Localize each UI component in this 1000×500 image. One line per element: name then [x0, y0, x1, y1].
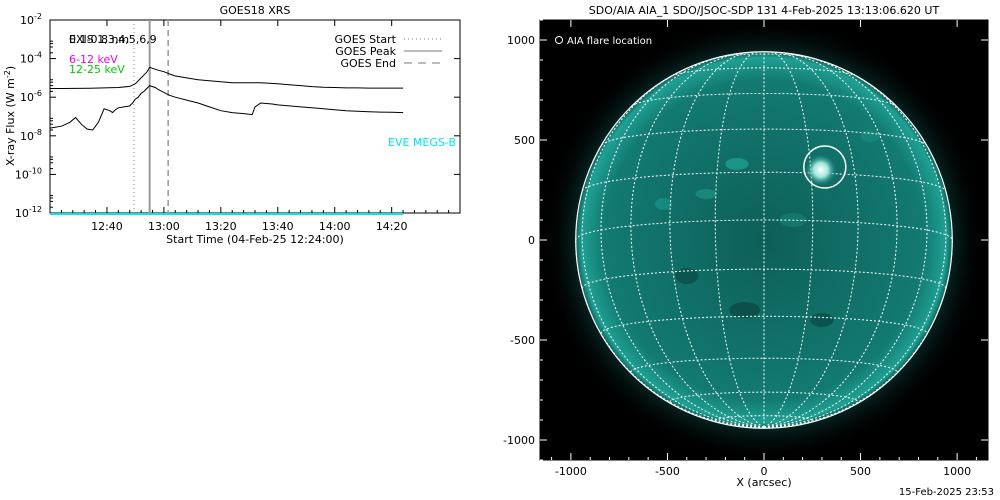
goes-event-lines [133, 20, 169, 213]
flare-legend-icon [555, 36, 563, 44]
goes-y-tick-label: 10-2 [20, 12, 42, 27]
grid-line [669, 51, 765, 428]
goes-y-tick-label: 10-6 [20, 89, 42, 104]
active-region [860, 130, 880, 142]
aia-x-axis: -1000 -500 0 500 1000 [551, 20, 977, 478]
goes-legend-entry-right: GOES End [340, 57, 396, 70]
generation-timestamp: 15-Feb-2025 23:53 [898, 487, 994, 498]
aia-solar-image: SDO/AIA AIA_1 SDO/JSOC-SDP 131 4-Feb-202… [503, 4, 989, 489]
grid-line [600, 315, 928, 334]
goes-legend-entry: 6-12 keV [69, 53, 118, 66]
goes-x-tick-label: 12:40 [91, 220, 123, 233]
aia-y-tick-label: 1000 [507, 34, 535, 47]
goes-y-tick-base: 10 [20, 91, 34, 104]
grid-line [714, 51, 765, 428]
grid-line [763, 51, 814, 428]
goes-y-tick-base: 10 [15, 168, 29, 181]
goes-legend-entry: 12-25 keV [69, 63, 125, 76]
aia-y-tick-label: -500 [510, 334, 535, 347]
aia-x-tick-label: -500 [655, 465, 680, 478]
goes-x-tick-label: 13:20 [205, 220, 237, 233]
solar-disk [575, 51, 953, 429]
grid-line [581, 64, 765, 428]
grid-line [601, 128, 927, 146]
goes-y-tick-base: 10 [15, 207, 29, 220]
grid-line [575, 219, 953, 241]
grid-line [763, 64, 947, 428]
active-region [725, 158, 749, 170]
goes-series-group [49, 66, 404, 215]
goes-x-axis-label: Start Time (04-Feb-25 12:24:00) [166, 233, 344, 246]
flare-brightening [804, 154, 837, 186]
goes-x-tick-label: 13:00 [148, 220, 180, 233]
eve-megs-label: EVE MEGS-B [388, 136, 456, 149]
flare-legend-label: AIA flare location [567, 36, 652, 47]
grid-line [763, 55, 928, 428]
goes-y-tick-exp: -4 [34, 51, 42, 60]
goes-y-axis-label: X-ray Flux (W m-2) [3, 66, 17, 166]
goes-y-tick-base: 10 [20, 14, 34, 27]
solar-limb [575, 51, 953, 429]
goes-legend-entry: 0.1-0.8 nm [69, 33, 129, 46]
goes-y-tick-exp: -10 [29, 166, 42, 175]
goes-legend-entry-right: GOES Peak [335, 45, 396, 58]
active-region [675, 268, 699, 284]
aia-chart-title: SDO/AIA AIA_1 SDO/JSOC-SDP 131 4-Feb-202… [589, 4, 940, 17]
goes-x-tick-label: 13:40 [262, 220, 294, 233]
grid-line [669, 391, 859, 403]
aia-x-tick-label: 500 [850, 465, 871, 478]
active-regions [654, 130, 880, 327]
aia-x-tick-label: 0 [761, 465, 768, 478]
goes-y-tick-exp: -2 [34, 12, 42, 21]
grid-line [600, 55, 765, 428]
grid-line [719, 53, 809, 58]
goes-y-tick-label: 10-10 [15, 166, 42, 181]
goes-chart-title: GOES18 XRS [220, 4, 291, 17]
grid-line [581, 268, 947, 289]
goes-plot-frame [49, 19, 461, 214]
active-region [729, 302, 761, 318]
grid-line [763, 51, 859, 428]
heliographic-grid [575, 51, 953, 429]
active-region [654, 198, 673, 210]
aia-x-tick-label: 1000 [943, 465, 971, 478]
goes-legend-entry-right: GOES Start [335, 33, 397, 46]
aia-y-tick-label: 500 [514, 134, 535, 147]
goes-legend-entry: EXIS 1,3,4,5,6,9 [69, 33, 157, 46]
goes-x-axis: 12:40 13:00 13:20 13:40 14:00 14:20 [60, 20, 450, 233]
grid-line [581, 171, 947, 192]
aia-x-tick-label: -1000 [555, 465, 587, 478]
grid-line [671, 67, 857, 77]
goes-series-line [49, 85, 404, 131]
goes-y-tick-exp: -12 [29, 205, 42, 214]
aia-y-tick-label: -1000 [503, 434, 535, 447]
goes-x-tick-label: 14:00 [319, 220, 351, 233]
active-region [810, 313, 834, 327]
aia-y-tick-label: 0 [528, 234, 535, 247]
goes-x-tick-label: 14:20 [376, 220, 408, 233]
grid-line [714, 415, 814, 421]
goes-y-tick-label: 10-4 [20, 51, 42, 66]
grid-line [631, 93, 897, 107]
goes-y-tick-label: 10-8 [20, 128, 42, 143]
active-region [695, 189, 717, 199]
goes-series-line [50, 66, 404, 89]
aia-x-axis-label: X (arcsec) [736, 476, 791, 489]
aia-flare-location-marker [803, 145, 847, 189]
goes-y-tick-base: 10 [20, 53, 34, 66]
goes-y-tick-base: 10 [20, 130, 34, 143]
goes-y-tick-exp: -6 [34, 89, 42, 98]
goes-y-tick-exp: -8 [34, 128, 42, 137]
goes-y-tick-label: 10-12 [15, 205, 42, 220]
aia-y-axis: -1000 -500 0 500 1000 [503, 19, 988, 461]
